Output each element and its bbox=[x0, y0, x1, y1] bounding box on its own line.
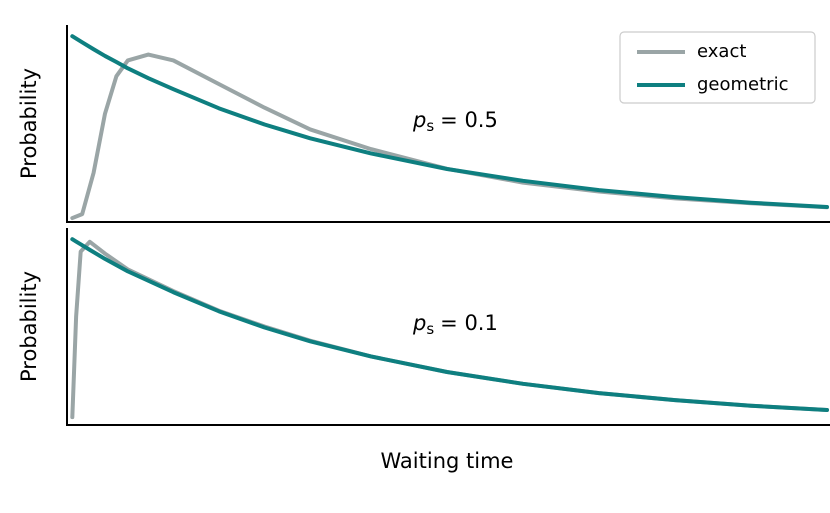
legend-label: exact bbox=[697, 41, 746, 62]
y-axis-label: Probability bbox=[17, 68, 41, 179]
annotation-text: = 0.5 bbox=[440, 108, 498, 132]
annotation-symbol: p bbox=[412, 108, 426, 132]
annotation-text: = 0.1 bbox=[440, 311, 498, 335]
y-axis-label: Probability bbox=[17, 271, 41, 382]
x-axis-label: Waiting time bbox=[381, 449, 514, 473]
legend-label: geometric bbox=[697, 74, 788, 95]
annotation: ps = 0.1 bbox=[412, 311, 498, 338]
annotation-subscript: s bbox=[426, 117, 434, 135]
line-geometric bbox=[70, 34, 829, 210]
annotation-subscript: s bbox=[426, 320, 434, 338]
line-geometric bbox=[70, 237, 829, 413]
annotation: ps = 0.5 bbox=[412, 108, 498, 135]
annotation-symbol: p bbox=[412, 311, 426, 335]
